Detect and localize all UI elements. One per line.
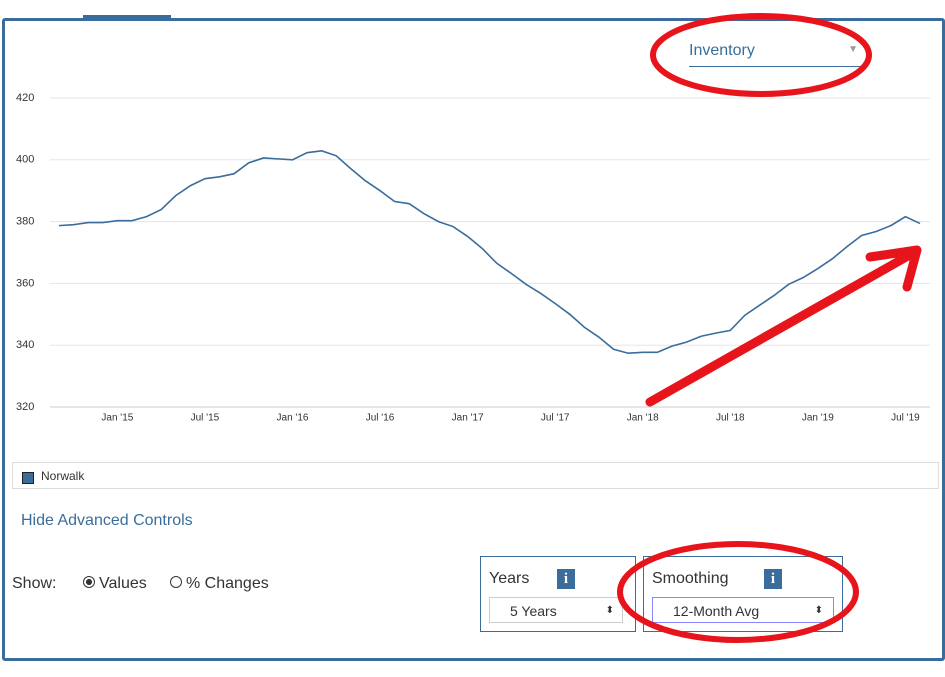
x-tick-label: Jul '15 (191, 413, 220, 424)
years-box: Years i 5 Years ⬍ (480, 556, 636, 632)
radio-label: % Changes (186, 575, 269, 592)
y-tick-label: 320 (16, 401, 34, 413)
radio-label: Values (99, 575, 147, 592)
smoothing-label: Smoothing (652, 570, 729, 587)
tab (83, 15, 171, 18)
y-tick-label: 340 (16, 339, 34, 351)
smoothing-value: 12-Month Avg (673, 603, 760, 619)
info-icon[interactable]: i (764, 569, 782, 589)
x-tick-label: Jul '17 (541, 413, 570, 424)
x-tick-label: Jan '15 (101, 413, 133, 424)
legend-swatch (22, 472, 34, 484)
years-label: Years (489, 570, 530, 587)
radio-values[interactable]: Values (83, 575, 147, 593)
years-value: 5 Years (510, 603, 557, 619)
y-tick-label: 360 (16, 277, 34, 289)
x-tick-label: Jan '17 (452, 413, 484, 424)
years-select[interactable]: 5 Years ⬍ (489, 597, 623, 623)
y-tick-label: 420 (16, 92, 34, 104)
info-icon[interactable]: i (557, 569, 575, 589)
smoothing-select[interactable]: 12-Month Avg ⬍ (652, 597, 834, 623)
show-label: Show: (12, 575, 57, 592)
y-tick-label: 380 (16, 216, 34, 228)
legend-label: Norwalk (41, 469, 85, 483)
x-tick-label: Jul '16 (366, 413, 395, 424)
panel (2, 18, 945, 661)
x-tick-label: Jan '16 (277, 413, 309, 424)
radio-changes[interactable]: % Changes (170, 575, 269, 593)
smoothing-box: Smoothing i 12-Month Avg ⬍ (643, 556, 843, 632)
x-tick-label: Jul '19 (891, 413, 920, 424)
toggle-link[interactable]: Hide Advanced Controls (21, 512, 193, 529)
series-line (58, 150, 921, 355)
y-tick-label: 400 (16, 154, 34, 166)
x-tick-label: Jul '18 (716, 413, 745, 424)
x-tick-label: Jan '18 (627, 413, 659, 424)
x-tick-label: Jan '19 (802, 413, 834, 424)
legend: Norwalk (12, 462, 939, 489)
